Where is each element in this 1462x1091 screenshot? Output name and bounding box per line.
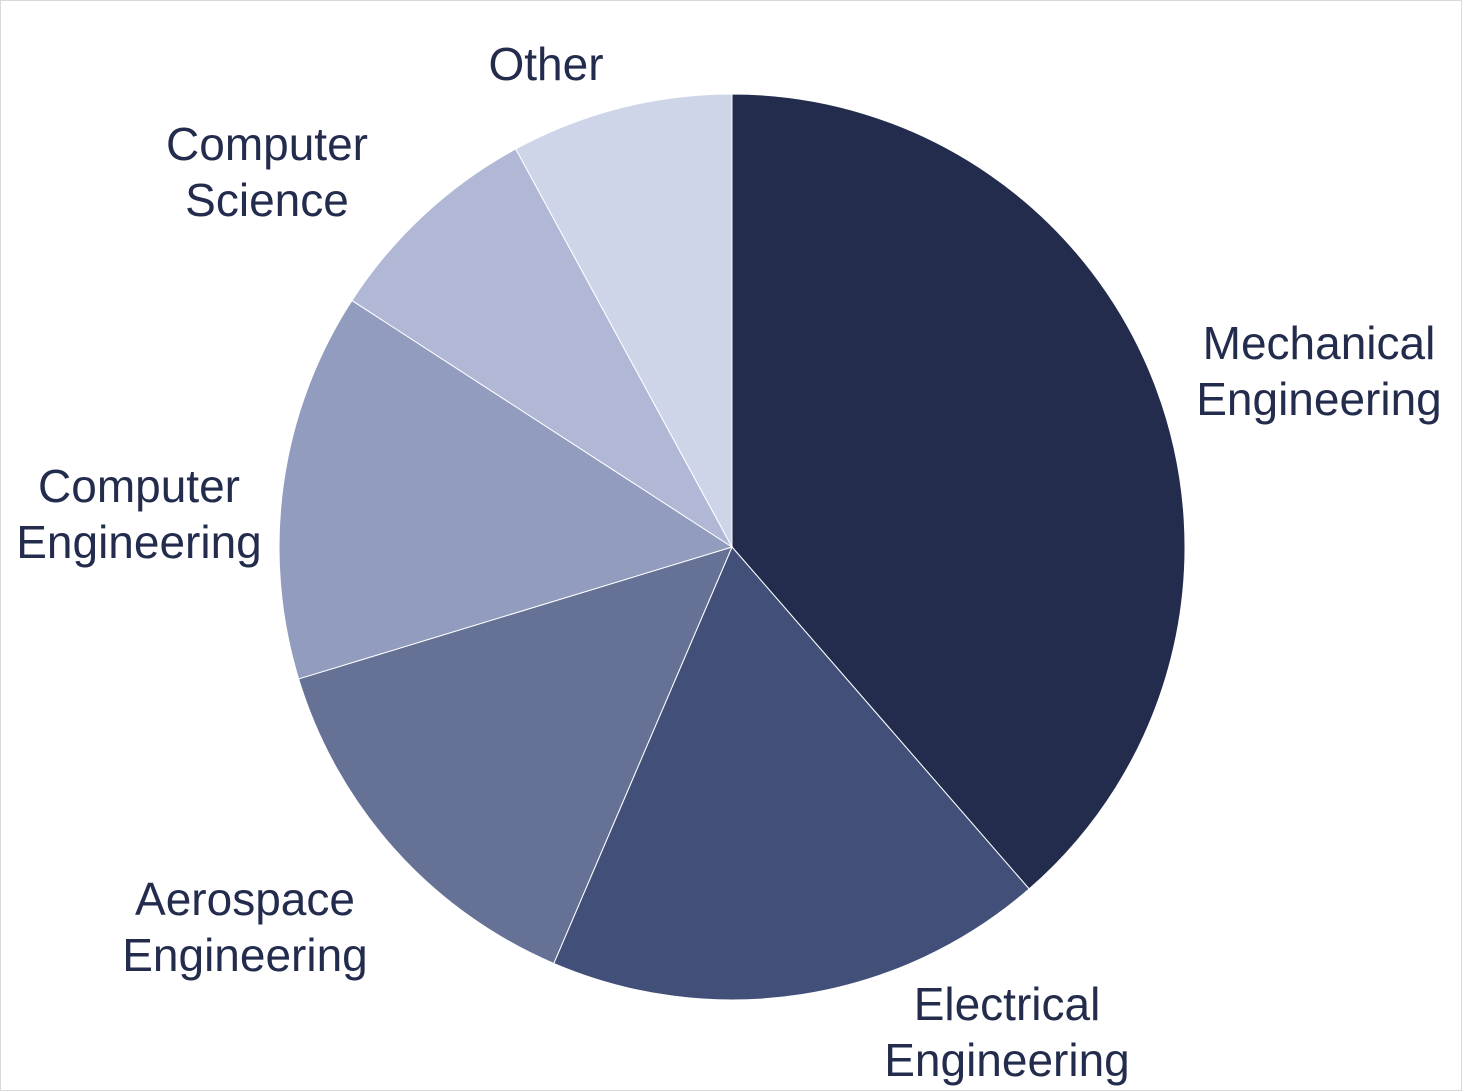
- slice-label-other: Other: [488, 38, 603, 90]
- slice-label-computer-engineering: Computer Engineering: [16, 460, 262, 568]
- slice-label-electrical-engineering: Electrical Engineering: [884, 978, 1130, 1086]
- slice-label-line: Computer: [166, 118, 368, 170]
- slice-label-computer-science: Computer Science: [166, 118, 368, 226]
- pie-slice-mechanical-engineering: [731, 93, 1186, 890]
- slice-label-line: Science: [185, 174, 349, 226]
- slice-label-line: Aerospace: [135, 873, 355, 925]
- pie-slice-other: [515, 93, 733, 548]
- slice-label-aerospace-engineering: Aerospace Engineering: [122, 873, 368, 981]
- pie-slices: [278, 93, 1186, 1001]
- slice-label-mechanical-engineering: Mechanical Engineering: [1196, 317, 1442, 425]
- pie-slice-aerospace-engineering: [298, 546, 733, 965]
- slice-label-line: Engineering: [16, 516, 262, 568]
- pie-slice-electrical-engineering: [553, 546, 1030, 1001]
- pie-slice-computer-science: [351, 148, 733, 548]
- slice-label-line: Engineering: [884, 1034, 1130, 1086]
- slice-label-line: Engineering: [1196, 373, 1442, 425]
- slice-label-line: Engineering: [122, 929, 368, 981]
- pie-slice-computer-engineering: [278, 299, 734, 680]
- slice-label-line: Mechanical: [1203, 317, 1436, 369]
- slice-label-line: Electrical: [914, 978, 1101, 1030]
- slice-label-line: Other: [488, 38, 603, 90]
- slice-label-line: Computer: [38, 460, 240, 512]
